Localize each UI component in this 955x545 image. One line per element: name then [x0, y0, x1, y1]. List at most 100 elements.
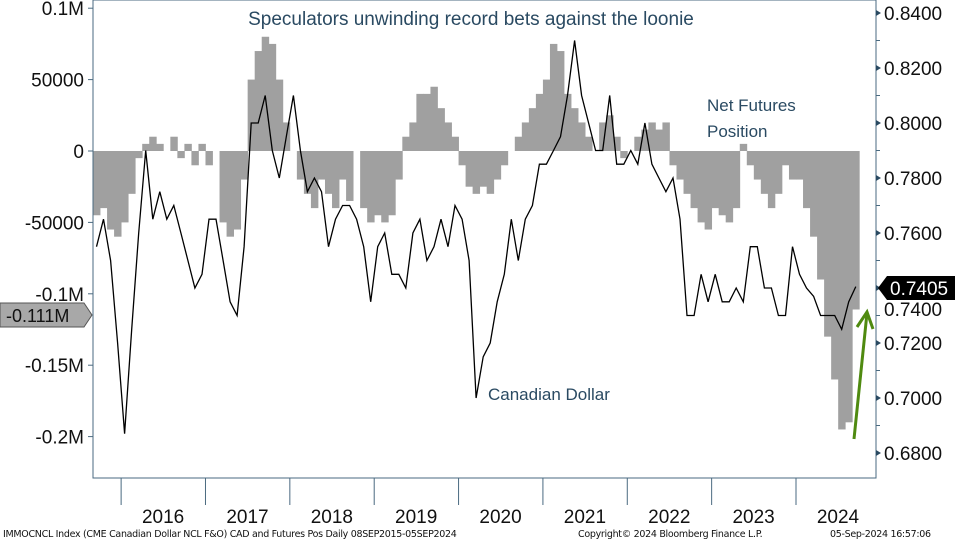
plot-frame [92, 0, 877, 479]
left-tick-label: -0.15M [25, 356, 84, 377]
bar [444, 122, 452, 151]
bar [430, 86, 438, 151]
bar [824, 151, 832, 337]
right-tick [876, 230, 881, 236]
bar [254, 51, 263, 151]
bar [458, 151, 466, 166]
bar [93, 151, 101, 216]
bar [514, 136, 523, 151]
bar [535, 93, 544, 151]
bar [268, 43, 277, 151]
bar [585, 136, 593, 151]
green-arrow-icon [852, 308, 875, 440]
right-tick [876, 340, 881, 346]
bar [767, 151, 776, 209]
bar [690, 151, 698, 209]
bar [662, 122, 670, 151]
bar [676, 151, 684, 180]
bar [247, 79, 256, 151]
right-tick [876, 175, 881, 181]
left-tick-label: -0.1M [35, 285, 84, 306]
bar [360, 151, 368, 209]
left-axis: 0.1M 50000 0 -50000 -0.1M -0.15M -0.2M [25, 0, 93, 449]
bar [697, 151, 706, 223]
bar [578, 122, 586, 151]
bar [374, 151, 382, 216]
bar [219, 151, 227, 223]
bar [177, 151, 185, 159]
right-tick [876, 120, 881, 126]
left-tick-label: -50000 [25, 213, 84, 234]
left-tick-label: 0.1M [42, 0, 84, 20]
bar [437, 108, 445, 151]
bar [817, 151, 825, 280]
bar [303, 151, 312, 194]
x-axis: 2016 2017 2018 2019 2020 2021 2022 2023 2024 [120, 478, 860, 528]
bar [423, 93, 431, 151]
right-tick-label: 0.7400 [884, 300, 942, 321]
bar [233, 151, 242, 230]
bar [571, 108, 579, 151]
year-label: 2024 [817, 507, 860, 528]
annotation-canadian-dollar: Canadian Dollar [488, 385, 610, 404]
bar [317, 151, 326, 180]
bar [156, 143, 164, 151]
bar [613, 136, 621, 151]
bar [184, 143, 192, 151]
bar [121, 151, 129, 223]
bar [732, 151, 741, 209]
bar [107, 151, 115, 230]
bar [564, 93, 572, 151]
line-series-canadian-dollar [95, 40, 857, 434]
bar [725, 151, 734, 223]
left-tick-label: -0.2M [35, 428, 84, 449]
right-last-value: 0.7405 [890, 279, 948, 300]
right-tick-label: 0.7000 [884, 389, 942, 410]
bar [472, 151, 481, 194]
bar [753, 151, 762, 180]
year-label: 2018 [311, 507, 353, 528]
bar [486, 151, 495, 194]
bar [451, 136, 459, 151]
bar [395, 151, 403, 180]
bar [226, 151, 234, 237]
chart-title: Speculators unwinding record bets agains… [248, 9, 694, 30]
right-tick [876, 65, 881, 71]
bar [205, 151, 213, 166]
bar [641, 129, 649, 151]
bar [114, 151, 122, 237]
bar [634, 136, 642, 151]
bar-series-net-futures [93, 36, 860, 430]
bar [142, 143, 150, 151]
bar [198, 143, 206, 151]
bar [831, 151, 839, 380]
year-label: 2020 [479, 507, 521, 528]
bar [381, 151, 389, 223]
bar [774, 151, 783, 194]
bar [240, 151, 249, 180]
right-axis: 0.8400 0.8200 0.8000 0.7800 0.7600 0.7400 0.72… [876, 4, 942, 465]
footer-timestamp: 05-Sep-2024 16:57:06 [830, 529, 931, 540]
right-tick [876, 395, 881, 401]
bar [542, 79, 551, 151]
bar [402, 136, 410, 151]
bar [339, 151, 347, 180]
bar [648, 122, 656, 151]
bar [683, 151, 691, 194]
right-last-value-tag: 0.7405 [878, 276, 955, 300]
bar [655, 129, 663, 151]
bar [739, 143, 748, 151]
bar [746, 151, 755, 166]
bar [845, 151, 853, 423]
bar [128, 151, 136, 194]
bar [810, 151, 818, 237]
right-tick [876, 10, 881, 16]
bar [521, 122, 530, 151]
bar [838, 151, 846, 430]
bar [803, 151, 811, 209]
bar [332, 151, 340, 209]
left-tick-label: 50000 [31, 71, 84, 92]
bar [760, 151, 769, 194]
right-tick-label: 0.7600 [884, 224, 942, 245]
right-tick-label: 0.8400 [884, 4, 942, 25]
